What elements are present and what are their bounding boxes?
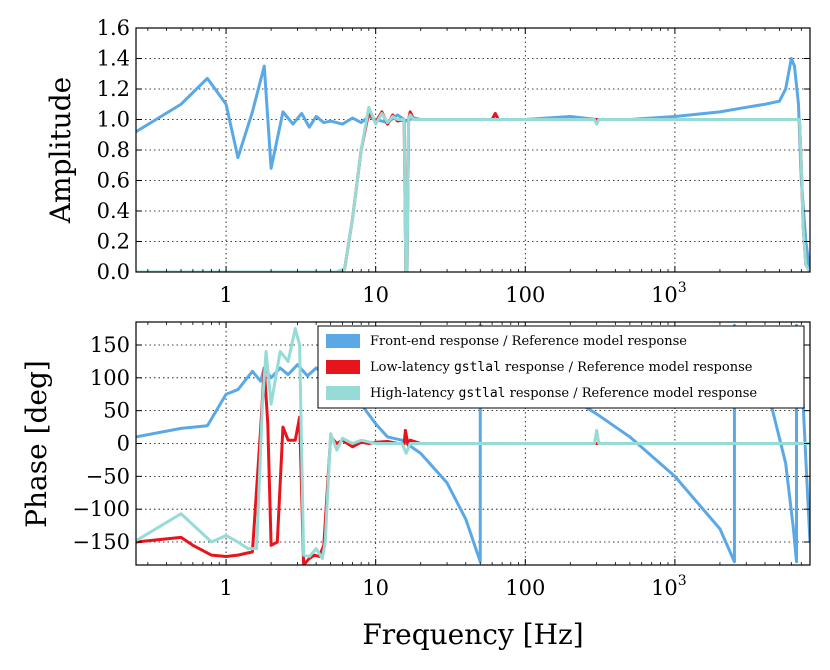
amplitude-series [136, 57, 810, 272]
frequency-xlabel: Frequency [Hz] [362, 618, 583, 651]
legend: Front-end response / Reference model res… [317, 325, 805, 409]
amplitude-xtick-label: 1 [219, 283, 232, 307]
phase-xtick-exponent: 3 [678, 573, 687, 589]
phase-ytick-label: 100 [90, 366, 130, 390]
legend-label-part: Low-latency [370, 360, 454, 375]
amplitude-ytick-label: 0.6 [97, 169, 130, 193]
phase-xtick-label: 10 [362, 576, 389, 600]
legend-label-0: Front-end response / Reference model res… [370, 334, 687, 349]
amplitude-ytick-label: 0.0 [97, 260, 130, 284]
legend-label-part: gstlal [454, 360, 501, 375]
legend-label-1: Low-latency gstlal response / Reference … [370, 360, 753, 375]
amplitude-ytick-label: 0.8 [97, 138, 130, 162]
phase-ytick-label: 0 [117, 432, 130, 456]
phase-xtick-label: 1 [219, 576, 232, 600]
amplitude-series-line-0 [136, 57, 810, 272]
phase-xtick-label: 100 [505, 576, 545, 600]
legend-box [317, 325, 805, 409]
phase-xtick-label: 103 [651, 573, 687, 600]
amplitude-xtick-label: 103 [651, 280, 687, 307]
legend-swatch-1 [326, 360, 360, 374]
amplitude-ytick-label: 1.6 [97, 16, 130, 40]
amplitude-xtick-exponent: 3 [678, 280, 687, 296]
amplitude-ytick-label: 1.4 [97, 47, 130, 71]
phase-ytick-label: 50 [103, 399, 130, 423]
phase-ytick-label: −150 [72, 530, 130, 554]
phase-ticks: 1 10 100 103 −150 −100 −50 0 50 100 150 [72, 322, 810, 600]
phase-ytick-label: 150 [90, 333, 130, 357]
legend-swatch-0 [326, 334, 360, 348]
phase-ytick-label: −50 [86, 464, 130, 488]
amplitude-ticks: 1 10 100 103 0.0 0.2 0.4 0.6 0.8 1.0 1.2 1.4 1.6 [97, 16, 810, 307]
legend-label-part: Front-end response / Reference model res… [370, 334, 687, 349]
phase-ylabel: Phase [deg] [20, 360, 53, 528]
amplitude-ytick-label: 1.0 [97, 108, 130, 132]
legend-swatch-2 [326, 386, 360, 400]
amplitude-series-line-2 [136, 105, 810, 272]
legend-label-part: response / Reference model response [501, 360, 753, 375]
amplitude-series-line-1 [136, 110, 810, 272]
legend-label-part: High-latency [370, 386, 459, 401]
amplitude-grid [136, 28, 810, 272]
amplitude-ytick-label: 0.4 [97, 199, 130, 223]
amplitude-ytick-label: 0.2 [97, 230, 130, 254]
legend-label-part: gstlal [459, 386, 506, 401]
legend-label-2: High-latency gstlal response / Reference… [370, 386, 757, 401]
phase-panel: 1 10 100 103 −150 −100 −50 0 50 100 150 Phase [deg… [20, 321, 811, 651]
amplitude-ytick-label: 1.2 [97, 77, 130, 101]
legend-label-part: response / Reference model response [506, 386, 758, 401]
amplitude-panel: 1 10 100 103 0.0 0.2 0.4 0.6 0.8 1.0 1.2 1.4 1.6 Amp… [44, 16, 811, 307]
amplitude-xtick-label: 10 [362, 283, 389, 307]
phase-series-line-2 [136, 327, 810, 560]
phase-ytick-label: −100 [72, 497, 130, 521]
amplitude-ylabel: Amplitude [44, 77, 77, 224]
amplitude-xtick-label: 100 [505, 283, 545, 307]
